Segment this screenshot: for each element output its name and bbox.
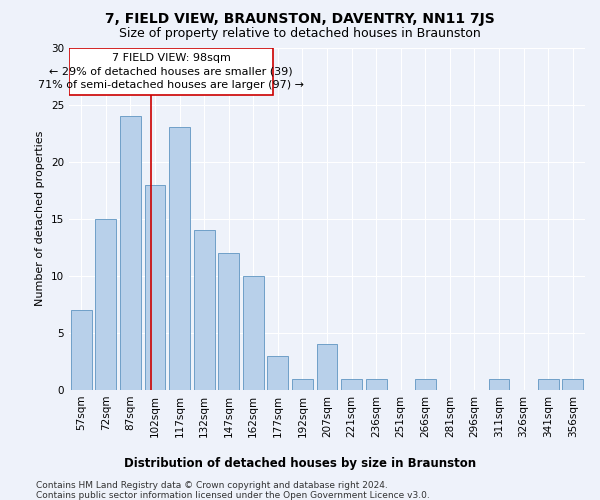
Bar [365,378,386,390]
Bar [317,344,337,390]
Bar [562,378,583,390]
Bar [218,253,239,390]
Text: Contains HM Land Registry data © Crown copyright and database right 2024.: Contains HM Land Registry data © Crown c… [36,481,388,490]
Bar [145,184,166,390]
Bar [488,378,509,390]
Bar [120,116,141,390]
Bar [69,48,273,96]
Bar [268,356,289,390]
Bar [71,310,92,390]
Bar [194,230,215,390]
Bar [292,378,313,390]
Text: 7, FIELD VIEW, BRAUNSTON, DAVENTRY, NN11 7JS: 7, FIELD VIEW, BRAUNSTON, DAVENTRY, NN11… [105,12,495,26]
Bar [341,378,362,390]
Text: 7 FIELD VIEW: 98sqm
← 29% of detached houses are smaller (39)
71% of semi-detach: 7 FIELD VIEW: 98sqm ← 29% of detached ho… [38,54,304,90]
Bar [243,276,264,390]
Bar [415,378,436,390]
Text: Size of property relative to detached houses in Braunston: Size of property relative to detached ho… [119,28,481,40]
Bar [538,378,559,390]
Text: Contains public sector information licensed under the Open Government Licence v3: Contains public sector information licen… [36,491,430,500]
Bar [169,128,190,390]
Text: Distribution of detached houses by size in Braunston: Distribution of detached houses by size … [124,458,476,470]
Bar [95,219,116,390]
Y-axis label: Number of detached properties: Number of detached properties [35,131,46,306]
